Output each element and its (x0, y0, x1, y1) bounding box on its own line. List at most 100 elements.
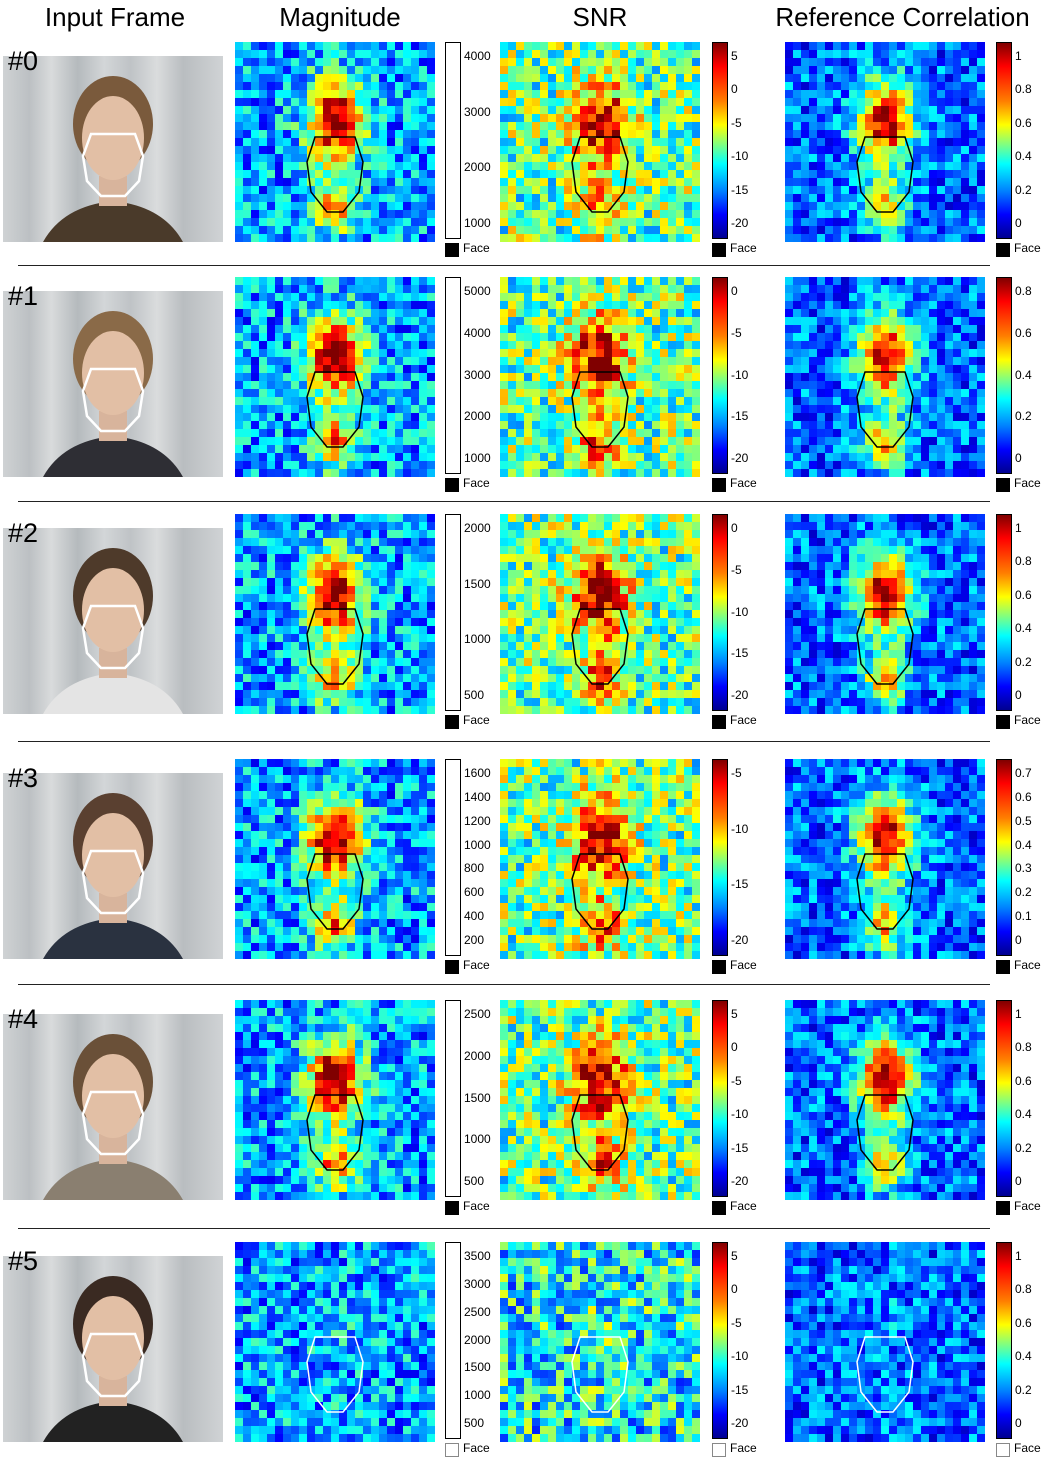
face-legend-swatch (712, 243, 726, 257)
face-outline (571, 853, 629, 930)
ref-tick-label: 0.6 (1015, 789, 1032, 804)
magnitude-tick-label: 1500 (464, 1090, 491, 1105)
magnitude-tick-label: 1500 (464, 1360, 491, 1375)
face-legend-label: Face (730, 1199, 757, 1213)
ref-map (785, 759, 985, 959)
magnitude-tick-label: 1000 (464, 451, 491, 465)
ref-colorbar (996, 1000, 1012, 1197)
face-legend-swatch (445, 1443, 459, 1457)
ref-colorbar (996, 759, 1012, 956)
face-outline (306, 608, 364, 685)
person-neck (99, 1134, 127, 1164)
magnitude-tick-label: 1500 (464, 576, 491, 591)
snr-map (500, 514, 700, 714)
snr-tick-label: -20 (731, 688, 749, 702)
snr-tick-label: -10 (731, 821, 749, 836)
snr-tick-label: -15 (731, 877, 749, 892)
ref-tick-label: 0.4 (1015, 367, 1032, 382)
row-label: #5 (8, 1246, 39, 1276)
ref-tick-label: 1 (1015, 1249, 1022, 1263)
magnitude-tick-label: 1000 (464, 837, 491, 852)
ref-tick-label: 0.2 (1015, 409, 1032, 424)
face-outline (856, 853, 914, 930)
face-legend-swatch (996, 1201, 1010, 1215)
snr-tick-label: -20 (731, 1174, 749, 1188)
snr-tick-label: -5 (731, 562, 742, 577)
magnitude-tick-label: 2000 (464, 160, 491, 175)
snr-tick-label: 0 (731, 521, 738, 535)
figure-row: #3 1600 1400 1200 1000 800 600 400 200 Face -5 -10 -… (0, 757, 1052, 974)
ref-tick-label: 0.6 (1015, 587, 1032, 602)
row-label: #4 (8, 1004, 39, 1034)
face-legend-swatch (445, 960, 459, 974)
magnitude-tick-label: 1600 (464, 766, 491, 780)
ref-tick-label: 0 (1015, 216, 1022, 230)
magnitude-map (235, 1000, 435, 1200)
magnitude-colorbar (445, 42, 461, 239)
face-mask-outline (81, 367, 145, 433)
person-face (82, 813, 144, 897)
snr-tick-label: -20 (731, 933, 749, 947)
ref-tick-label: 0.2 (1015, 182, 1032, 197)
snr-map (500, 1000, 700, 1200)
face-outline (571, 1094, 629, 1171)
magnitude-colorbar (445, 277, 461, 474)
row-separator (18, 501, 990, 502)
magnitude-tick-label: 1200 (464, 813, 491, 828)
face-legend-swatch (996, 960, 1010, 974)
snr-tick-label: -15 (731, 1382, 749, 1397)
magnitude-tick-label: 2000 (464, 521, 491, 535)
snr-map (500, 1242, 700, 1442)
row-label: #3 (8, 763, 39, 793)
snr-tick-label: -10 (731, 1349, 749, 1364)
ref-tick-label: 0 (1015, 1416, 1022, 1430)
person-neck (99, 411, 127, 441)
ref-tick-label: 0.6 (1015, 115, 1032, 130)
person-shoulders (43, 201, 183, 242)
magnitude-map (235, 514, 435, 714)
ref-tick-label: 0.3 (1015, 861, 1032, 876)
magnitude-tick-label: 5000 (464, 284, 491, 298)
ref-tick-label: 0.4 (1015, 621, 1032, 636)
snr-tick-label: 5 (731, 1007, 738, 1021)
snr-tick-label: -20 (731, 216, 749, 230)
input-frame-photo (3, 291, 223, 477)
face-outline (306, 371, 364, 448)
magnitude-tick-label: 200 (464, 933, 485, 947)
face-legend-swatch (712, 1443, 726, 1457)
snr-tick-label: -20 (731, 1416, 749, 1430)
row-label: #2 (8, 518, 39, 548)
ref-tick-label: 0 (1015, 688, 1022, 702)
ref-tick-label: 0.8 (1015, 284, 1032, 298)
magnitude-tick-label: 4000 (464, 325, 491, 340)
magnitude-tick-label: 1400 (464, 789, 491, 804)
face-legend-swatch (996, 243, 1010, 257)
face-outline (571, 136, 629, 213)
face-legend-swatch (712, 715, 726, 729)
ref-tick-label: 0 (1015, 451, 1022, 465)
face-legend-label: Face (463, 1441, 490, 1455)
magnitude-tick-label: 4000 (464, 49, 491, 63)
snr-colorbar (712, 1000, 728, 1197)
snr-tick-label: 0 (731, 1040, 738, 1055)
face-mask-outline (81, 604, 145, 670)
row-separator (18, 1228, 990, 1229)
input-frame-photo (3, 1256, 223, 1442)
snr-tick-label: -15 (731, 1140, 749, 1155)
ref-tick-label: 0.8 (1015, 1040, 1032, 1055)
input-frame-photo (3, 528, 223, 714)
face-legend-label: Face (730, 241, 757, 255)
face-legend-label: Face (463, 476, 490, 490)
ref-tick-label: 1 (1015, 49, 1022, 63)
ref-tick-label: 0.4 (1015, 149, 1032, 164)
snr-tick-label: -5 (731, 1315, 742, 1330)
face-legend-swatch (712, 478, 726, 492)
face-legend-swatch (712, 960, 726, 974)
person-face (82, 1054, 144, 1138)
snr-tick-label: -15 (731, 182, 749, 197)
ref-colorbar (996, 514, 1012, 711)
person-shoulders (43, 436, 183, 477)
figure-row: #5 3500 3000 2500 2000 1500 1000 500 Face 5 0 -5 -10… (0, 1240, 1052, 1457)
ref-tick-label: 0.4 (1015, 1349, 1032, 1364)
magnitude-tick-label: 1000 (464, 1388, 491, 1403)
